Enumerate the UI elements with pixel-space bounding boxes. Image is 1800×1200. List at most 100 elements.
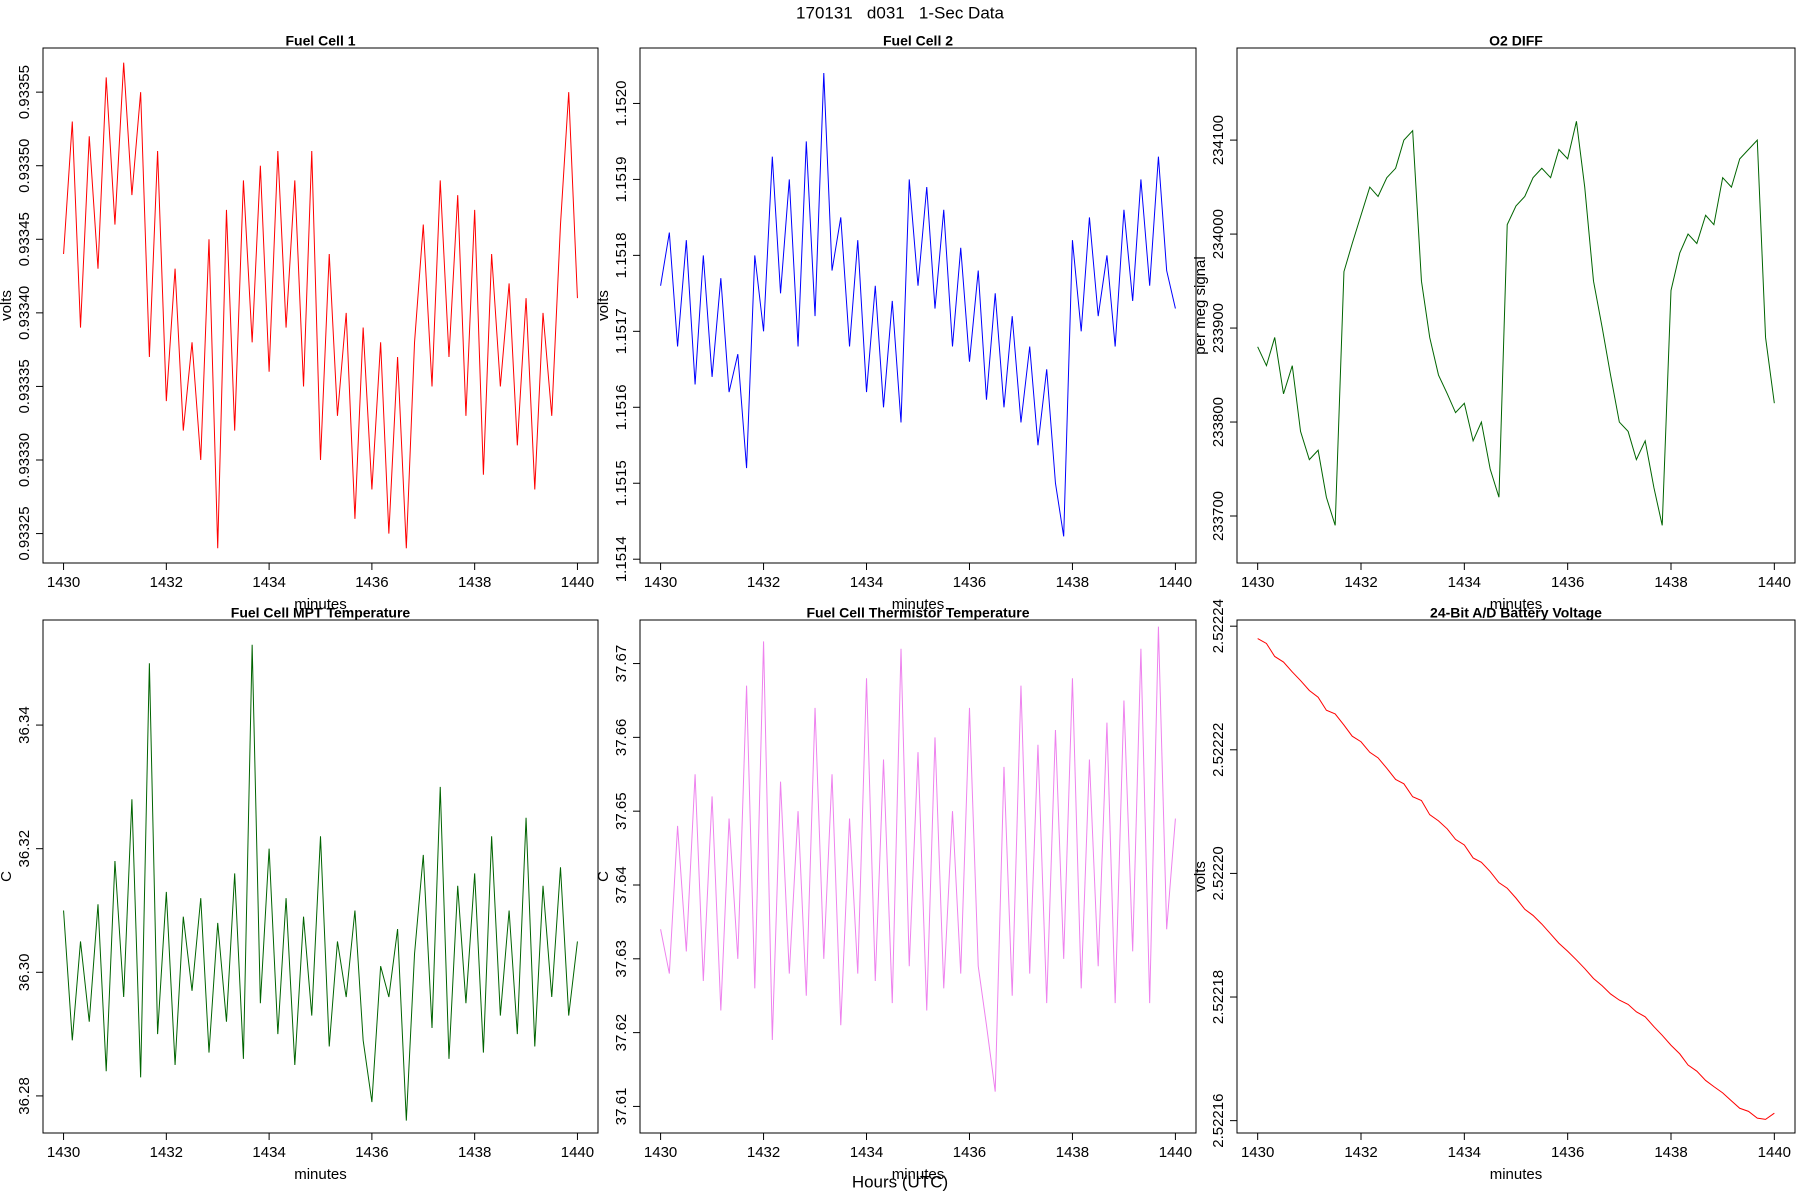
x-tick-label: 1430 — [47, 574, 80, 591]
x-tick-label: 1430 — [1241, 574, 1274, 591]
x-tick-label: 1434 — [850, 1144, 883, 1161]
x-tick-label: 1430 — [1241, 1144, 1274, 1161]
y-tick-label: 233800 — [1210, 397, 1227, 447]
y-tick-label: 37.62 — [613, 1014, 630, 1052]
y-tick-label: 233900 — [1210, 303, 1227, 353]
x-axis-label: minutes — [892, 596, 945, 613]
plot-frame — [42, 47, 599, 564]
x-tick-label: 1432 — [1344, 1144, 1377, 1161]
y-tick-label: 1.1517 — [613, 308, 630, 354]
y-tick-label: 2.52216 — [1210, 1094, 1227, 1148]
x-tick-label: 1432 — [747, 1144, 780, 1161]
panel-title: 24-Bit A/D Battery Voltage — [1430, 605, 1602, 621]
y-tick-label: 233700 — [1210, 491, 1227, 541]
x-tick-label: 1436 — [1551, 574, 1584, 591]
y-tick-label: 0.93340 — [16, 286, 33, 340]
y-tick-label: 37.66 — [613, 719, 630, 757]
x-tick-label: 1436 — [953, 1144, 986, 1161]
panel-title: Fuel Cell Thermistor Temperature — [806, 605, 1029, 621]
x-axis-label: minutes — [1490, 596, 1543, 613]
y-tick-label: 37.61 — [613, 1088, 630, 1126]
y-tick-label: 2.52222 — [1210, 723, 1227, 777]
x-tick-label: 1434 — [1448, 1144, 1481, 1161]
panel-title: Fuel Cell 1 — [285, 33, 355, 49]
x-tick-label: 1440 — [1758, 574, 1791, 591]
y-tick-label: 1.1518 — [613, 232, 630, 278]
y-tick-label: 0.93345 — [16, 212, 33, 266]
panel-title: Fuel Cell MPT Temperature — [231, 605, 411, 621]
x-tick-label: 1434 — [252, 1144, 285, 1161]
y-tick-label: 1.1519 — [613, 156, 630, 202]
y-tick-label: 1.1514 — [613, 536, 630, 582]
y-tick-label: 0.93335 — [16, 359, 33, 413]
y-tick-label: 2.52224 — [1210, 599, 1227, 653]
y-axis-label: C — [0, 871, 15, 882]
y-tick-label: 37.67 — [613, 645, 630, 683]
y-tick-label: 0.93355 — [16, 65, 33, 119]
y-tick-label: 0.93325 — [16, 506, 33, 560]
plot-frame — [639, 47, 1197, 564]
y-axis-label: volts — [1192, 861, 1209, 892]
x-tick-label: 1438 — [1654, 574, 1687, 591]
y-tick-label: 0.93350 — [16, 139, 33, 193]
plot-frame — [42, 619, 599, 1134]
y-tick-label: 2.52220 — [1210, 846, 1227, 900]
x-tick-label: 1432 — [747, 574, 780, 591]
x-tick-label: 1436 — [1551, 1144, 1584, 1161]
data-line — [1257, 121, 1775, 526]
x-axis-label: minutes — [294, 596, 347, 613]
y-tick-label: 1.1520 — [613, 81, 630, 127]
x-tick-label: 1434 — [850, 574, 883, 591]
data-line — [1257, 638, 1775, 1120]
figure-x-label: Hours (UTC) — [852, 1172, 948, 1191]
x-tick-label: 1438 — [1056, 1144, 1089, 1161]
x-tick-label: 1440 — [1159, 574, 1192, 591]
x-tick-label: 1436 — [355, 1144, 388, 1161]
y-axis-label: volts — [595, 290, 612, 321]
x-tick-label: 1432 — [150, 574, 183, 591]
x-tick-label: 1438 — [1056, 574, 1089, 591]
panel-title: Fuel Cell 2 — [883, 33, 953, 49]
y-axis-label: C — [595, 871, 612, 882]
x-tick-label: 1430 — [644, 574, 677, 591]
x-tick-label: 1434 — [1448, 574, 1481, 591]
x-tick-label: 1438 — [1654, 1144, 1687, 1161]
y-tick-label: 36.28 — [16, 1077, 33, 1115]
y-tick-label: 234100 — [1210, 115, 1227, 165]
x-tick-label: 1440 — [561, 574, 594, 591]
y-axis-label: volts — [0, 290, 15, 321]
data-line — [63, 62, 578, 549]
y-tick-label: 1.1516 — [613, 384, 630, 430]
x-tick-label: 1430 — [47, 1144, 80, 1161]
y-tick-label: 37.64 — [613, 866, 630, 904]
y-tick-label: 234000 — [1210, 209, 1227, 259]
plot-frame — [1236, 47, 1796, 564]
y-tick-label: 1.1515 — [613, 460, 630, 506]
x-tick-label: 1440 — [561, 1144, 594, 1161]
x-tick-label: 1436 — [355, 574, 388, 591]
data-line — [660, 73, 1176, 537]
data-line — [63, 644, 578, 1121]
x-axis-label: minutes — [1490, 1166, 1543, 1183]
y-tick-label: 0.93330 — [16, 433, 33, 487]
y-tick-label: 37.65 — [613, 792, 630, 830]
x-axis-label: minutes — [892, 1166, 945, 1183]
x-axis-label: minutes — [294, 1166, 347, 1183]
y-tick-label: 37.63 — [613, 940, 630, 978]
plot-frame — [639, 619, 1197, 1134]
y-tick-label: 2.52218 — [1210, 970, 1227, 1024]
y-tick-label: 36.30 — [16, 954, 33, 992]
figure-title: 170131 d031 1-Sec Data — [796, 3, 1004, 22]
x-tick-label: 1436 — [953, 574, 986, 591]
data-line — [660, 626, 1176, 1092]
y-tick-label: 36.34 — [16, 706, 33, 744]
x-tick-label: 1432 — [150, 1144, 183, 1161]
x-tick-label: 1438 — [458, 574, 491, 591]
panel-title: O2 DIFF — [1489, 33, 1543, 49]
x-tick-label: 1430 — [644, 1144, 677, 1161]
x-tick-label: 1432 — [1344, 574, 1377, 591]
x-tick-label: 1438 — [458, 1144, 491, 1161]
y-tick-label: 36.32 — [16, 830, 33, 868]
x-tick-label: 1440 — [1758, 1144, 1791, 1161]
